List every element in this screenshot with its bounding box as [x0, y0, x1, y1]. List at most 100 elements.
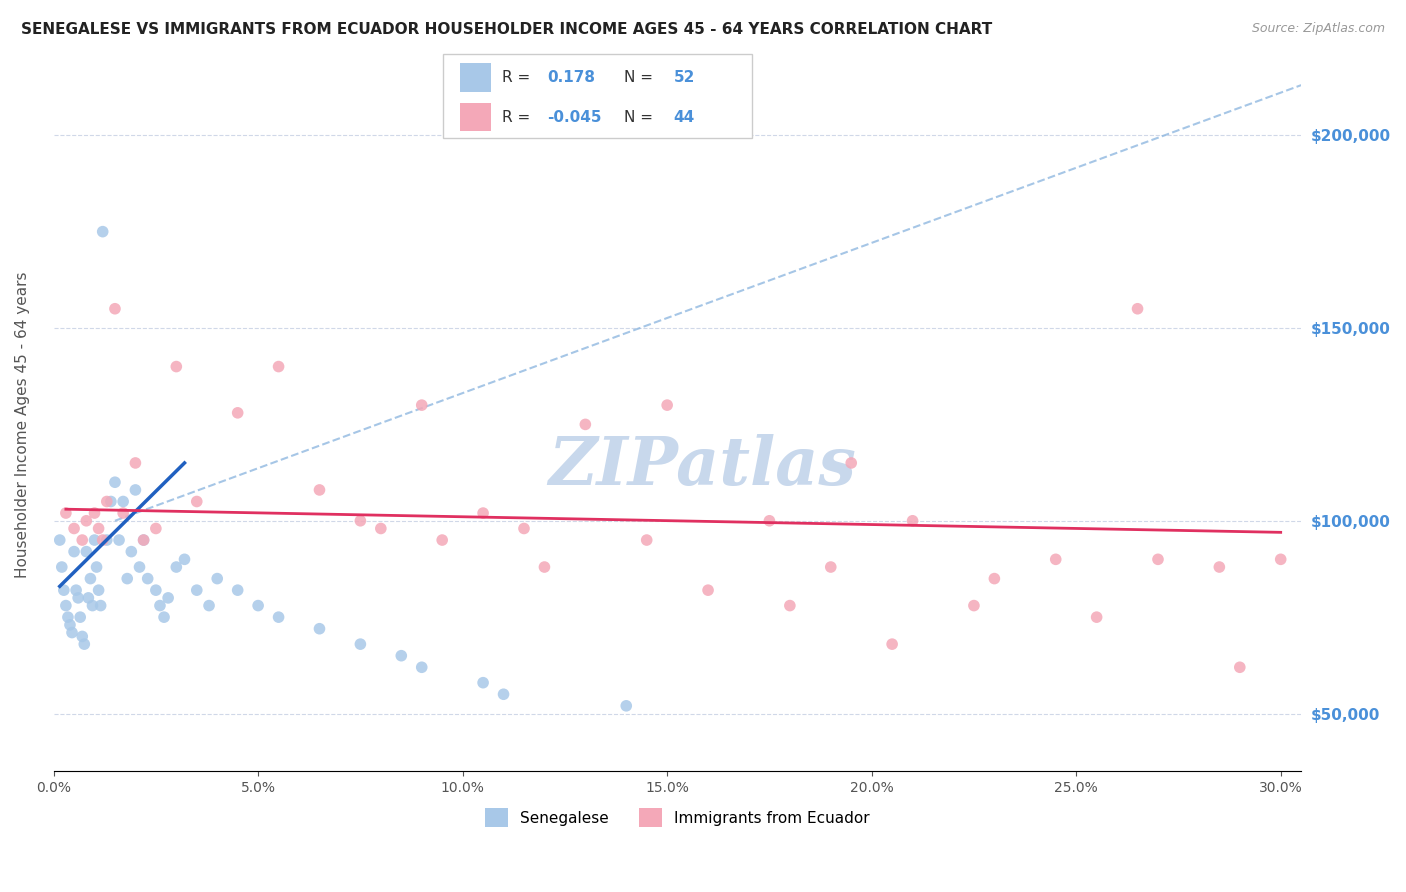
- Point: [226, 406, 249, 420]
- Point: [145, 521, 167, 535]
- Point: [82, 599, 104, 613]
- Text: ZIPatlas: ZIPatlas: [548, 434, 856, 499]
- Point: [70, 629, 93, 643]
- Point: [247, 599, 270, 613]
- Point: [533, 560, 555, 574]
- Point: [308, 622, 330, 636]
- Point: [87, 583, 110, 598]
- Point: [267, 359, 290, 374]
- Point: [55, 506, 77, 520]
- Text: N =: N =: [624, 110, 658, 125]
- Point: [75, 544, 97, 558]
- Text: 52: 52: [673, 70, 695, 85]
- Point: [349, 514, 371, 528]
- Point: [779, 599, 801, 613]
- Point: [83, 533, 105, 547]
- Point: [136, 572, 159, 586]
- Point: [69, 610, 91, 624]
- Point: [128, 560, 150, 574]
- Point: [432, 533, 454, 547]
- Text: R =: R =: [502, 70, 536, 85]
- Point: [65, 583, 87, 598]
- Point: [983, 572, 1005, 586]
- Point: [198, 599, 221, 613]
- Point: [153, 610, 176, 624]
- Point: [112, 506, 135, 520]
- Point: [308, 483, 330, 497]
- Point: [614, 698, 637, 713]
- Point: [1208, 560, 1230, 574]
- Point: [267, 610, 290, 624]
- Point: [124, 456, 146, 470]
- Point: [60, 625, 83, 640]
- Point: [70, 533, 93, 547]
- Point: [165, 359, 187, 374]
- Point: [104, 475, 127, 490]
- Point: [1045, 552, 1067, 566]
- Point: [1147, 552, 1170, 566]
- Point: [52, 583, 75, 598]
- Point: [108, 533, 131, 547]
- Point: [226, 583, 249, 598]
- Point: [132, 533, 155, 547]
- Point: [389, 648, 412, 663]
- Point: [492, 687, 515, 701]
- Point: [79, 572, 101, 586]
- Point: [758, 514, 780, 528]
- Point: [901, 514, 924, 528]
- Point: [90, 599, 112, 613]
- Point: [574, 417, 596, 432]
- Point: [165, 560, 187, 574]
- Point: [48, 533, 70, 547]
- Text: 44: 44: [673, 110, 695, 125]
- Point: [91, 533, 114, 547]
- Point: [186, 583, 208, 598]
- Point: [75, 514, 97, 528]
- Point: [370, 521, 392, 535]
- Point: [104, 301, 127, 316]
- Point: [173, 552, 195, 566]
- Point: [1085, 610, 1108, 624]
- Point: [96, 494, 118, 508]
- Point: [882, 637, 904, 651]
- Text: Source: ZipAtlas.com: Source: ZipAtlas.com: [1251, 22, 1385, 36]
- Point: [157, 591, 180, 605]
- Point: [1126, 301, 1149, 316]
- Point: [349, 637, 371, 651]
- Point: [87, 521, 110, 535]
- Point: [73, 637, 96, 651]
- Point: [963, 599, 986, 613]
- Point: [205, 572, 228, 586]
- Point: [149, 599, 172, 613]
- Point: [59, 618, 82, 632]
- Point: [124, 483, 146, 497]
- Point: [472, 506, 495, 520]
- Point: [100, 494, 122, 508]
- Point: [55, 599, 77, 613]
- Point: [112, 494, 135, 508]
- Point: [411, 660, 433, 674]
- Point: [67, 591, 90, 605]
- Text: SENEGALESE VS IMMIGRANTS FROM ECUADOR HOUSEHOLDER INCOME AGES 45 - 64 YEARS CORR: SENEGALESE VS IMMIGRANTS FROM ECUADOR HO…: [21, 22, 993, 37]
- Point: [77, 591, 100, 605]
- Point: [839, 456, 862, 470]
- Point: [91, 225, 114, 239]
- Point: [472, 675, 495, 690]
- Point: [115, 572, 138, 586]
- Point: [63, 521, 86, 535]
- Point: [51, 560, 73, 574]
- Legend: Senegalese, Immigrants from Ecuador: Senegalese, Immigrants from Ecuador: [478, 802, 876, 833]
- Point: [636, 533, 658, 547]
- Point: [1270, 552, 1292, 566]
- Point: [63, 544, 86, 558]
- Point: [186, 494, 208, 508]
- Point: [86, 560, 108, 574]
- Point: [1229, 660, 1251, 674]
- Point: [411, 398, 433, 412]
- Text: N =: N =: [624, 70, 658, 85]
- Point: [513, 521, 536, 535]
- Point: [657, 398, 679, 412]
- Point: [120, 544, 142, 558]
- Text: 0.178: 0.178: [547, 70, 595, 85]
- Point: [132, 533, 155, 547]
